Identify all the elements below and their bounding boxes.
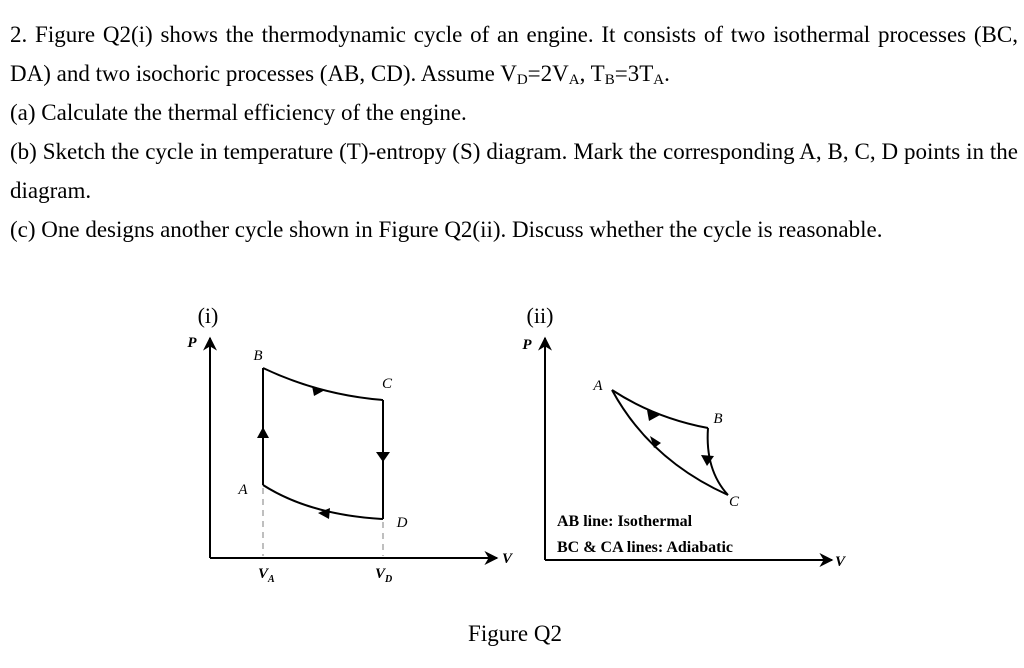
assumption-subscript: A [568, 72, 580, 88]
tick-sub: D [384, 574, 392, 585]
part-a: (a) Calculate the thermal efficiency of … [10, 100, 467, 125]
point-label: C [729, 494, 740, 510]
tick-label: VD [375, 566, 392, 585]
assumption-text: V [500, 61, 517, 86]
assumption-subscript: D [516, 72, 528, 88]
panel-label: (ii) [527, 303, 554, 328]
point-label: D [396, 515, 408, 531]
assumption-text: =3T [614, 61, 654, 86]
point-label: B [253, 348, 262, 364]
x-axis-label: V [502, 551, 514, 567]
tick-main: V [375, 566, 387, 582]
point-label: C [382, 376, 393, 392]
assumption-text: =2V [527, 61, 569, 86]
panel-ii-drawing [538, 336, 834, 567]
x-axis-label: V [835, 554, 847, 570]
question: 2. Figure Q2(i) shows the thermodynamic … [10, 15, 1018, 249]
tick-sub: A [267, 574, 275, 585]
y-axis-label: P [522, 337, 532, 353]
panel-label: (i) [198, 303, 219, 328]
tick-label: VA [258, 566, 275, 585]
assumption-subscript: B [604, 72, 615, 88]
note: BC & CA lines: Adiabatic [557, 539, 733, 556]
point-label: B [713, 411, 722, 427]
panel-ii-arrows [647, 410, 714, 466]
tick-main: V [258, 566, 270, 582]
panel-i-arrows [257, 386, 390, 519]
point-label: A [237, 482, 248, 498]
note: AB line: Isothermal [557, 513, 693, 530]
question-intro: 2. Figure Q2(i) shows the thermodynamic … [10, 15, 1018, 93]
assumption-subscript: A [653, 72, 665, 88]
point-label: A [592, 378, 603, 394]
assumption-text: , T [579, 61, 605, 86]
figure-caption: Figure Q2 [468, 621, 562, 646]
intro-text: 2. Figure Q2(i) shows the thermodynamic … [10, 22, 1018, 86]
part-b: (b) Sketch the cycle in temperature (T)-… [10, 139, 1018, 203]
panel-i-drawing [203, 336, 499, 565]
assumption: VD=2VA, TB=3TA. [500, 61, 670, 88]
y-axis-label: P [187, 335, 197, 351]
assumption-text: . [664, 61, 670, 86]
part-c: (c) One designs another cycle shown in F… [10, 217, 883, 242]
